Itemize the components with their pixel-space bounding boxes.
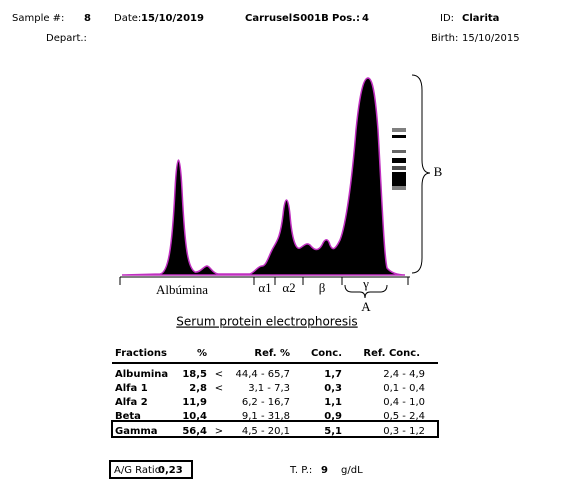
table-cell: >: [215, 426, 223, 437]
table-cell: 56,4: [182, 426, 207, 437]
annotation: A: [361, 299, 371, 314]
column-header: Conc.: [311, 348, 342, 359]
table-cell: Alfa 1: [115, 383, 148, 394]
sample-label: Sample #:: [12, 13, 64, 24]
table-cell: Albumina: [115, 369, 168, 380]
fraction-axis: [119, 74, 431, 299]
table-cell: Alfa 2: [115, 397, 148, 408]
date: 15/10/2019: [141, 13, 204, 24]
table-cell: 0,4 - 1,0: [383, 397, 425, 408]
ag-ratio: 0,23: [158, 465, 183, 476]
table-cell: 10,4: [182, 411, 207, 422]
table-cell: 1,1: [324, 397, 342, 408]
table-cell: 11,9: [182, 397, 207, 408]
depart-label: Depart.:: [46, 33, 87, 44]
carousel: S001B: [293, 13, 329, 24]
table-cell: 9,1 - 31,8: [242, 411, 290, 422]
table-cell: 0,9: [324, 411, 342, 422]
pos-label: Pos.:: [332, 13, 360, 24]
column-header: Ref. %: [254, 348, 290, 359]
fraction-label: α1: [258, 280, 271, 295]
fraction-label: γ: [362, 276, 369, 291]
fraction-label: α2: [282, 280, 295, 295]
table-cell: 3,1 - 7,3: [248, 383, 290, 394]
tp-label: T. P.:: [289, 465, 312, 476]
table-cell: 44,4 - 65,7: [236, 369, 291, 380]
sample: 8: [84, 13, 91, 24]
annotation: B: [434, 164, 443, 179]
gel-strip: [392, 128, 406, 190]
tp-unit: g/dL: [341, 465, 363, 476]
column-header: Ref. Conc.: [363, 348, 420, 359]
birth: 15/10/2015: [462, 33, 520, 44]
table-cell: 18,5: [182, 369, 207, 380]
table-cell: 4,5 - 20,1: [242, 426, 290, 437]
table-cell: 2,8: [189, 383, 207, 394]
table-cell: 0,3: [324, 383, 342, 394]
birth-label: Birth:: [431, 33, 458, 44]
table-cell: 0,1 - 0,4: [383, 383, 425, 394]
table-cell: Gamma: [115, 426, 158, 437]
table-cell: <: [215, 383, 223, 394]
date-label: Date:: [114, 13, 141, 24]
chart-title: Serum protein electrophoresis: [176, 315, 357, 329]
carousel-label: Carrusel:: [245, 13, 296, 24]
ag-label: A/G Ratio:: [114, 465, 164, 476]
table-cell: <: [215, 369, 223, 380]
table-cell: Beta: [115, 411, 141, 422]
table-cell: 1,7: [324, 369, 342, 380]
densitometry-curve: [121, 77, 406, 276]
fraction-label: β: [319, 280, 326, 295]
fraction-label: Albúmina: [156, 282, 208, 297]
id: Clarita: [462, 13, 499, 24]
column-header: Fractions: [115, 348, 167, 359]
table-cell: 5,1: [324, 426, 342, 437]
row-highlight: [111, 420, 439, 438]
table-cell: 0,3 - 1,2: [383, 426, 425, 437]
table-cell: 2,4 - 4,9: [383, 369, 425, 380]
pos: 4: [362, 13, 369, 24]
tp: 9: [321, 465, 328, 476]
table-cell: 0,5 - 2,4: [383, 411, 425, 422]
table-cell: 6,2 - 16,7: [242, 397, 290, 408]
id-label: ID:: [440, 13, 454, 24]
ag-box: [109, 460, 193, 479]
column-header: %: [197, 348, 207, 359]
